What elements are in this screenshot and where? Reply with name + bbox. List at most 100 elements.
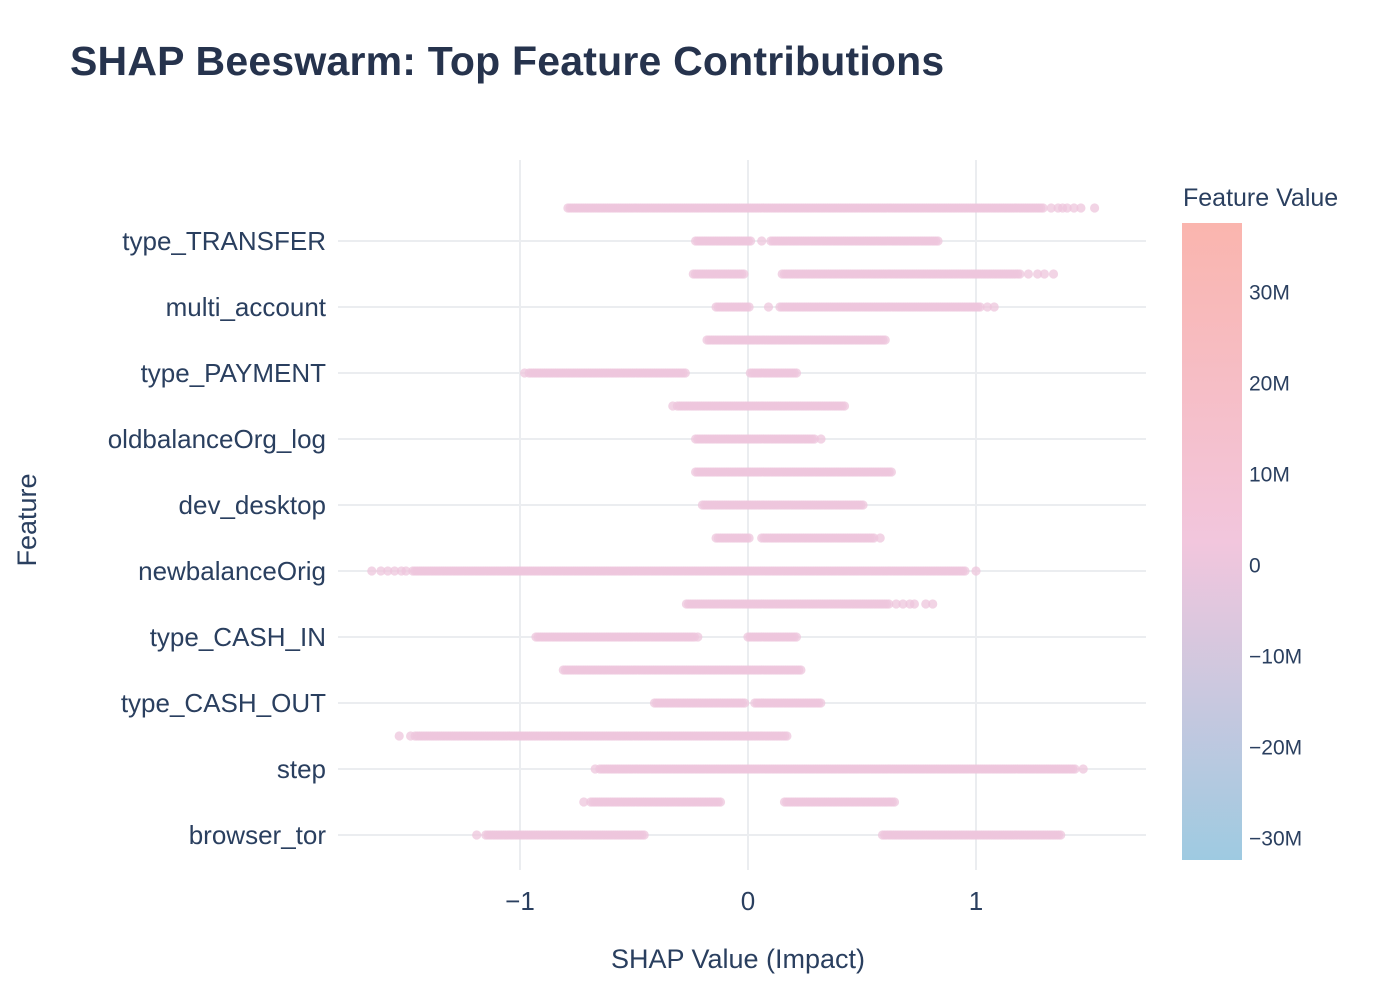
beeswarm-row: [394, 731, 792, 741]
y-tick-label-type_TRANSFER: type_TRANSFER: [122, 226, 326, 256]
shap-point: [796, 665, 806, 675]
y-axis-title: Feature: [12, 473, 42, 566]
shap-point: [777, 269, 787, 279]
shap-point: [982, 302, 993, 312]
shap-point: [1033, 269, 1043, 279]
beeswarm-row: [691, 467, 897, 477]
shap-point: [579, 797, 589, 807]
shap-point: [1090, 203, 1100, 213]
beeswarm-row: [691, 434, 826, 444]
shap-point: [816, 698, 826, 708]
shap-point: [1039, 269, 1049, 279]
shap-point: [869, 533, 879, 543]
shap-point: [763, 302, 774, 312]
shap-point: [668, 401, 678, 411]
shap-point: [989, 302, 999, 312]
shap-point: [1015, 269, 1025, 279]
shap-point: [891, 599, 901, 609]
shap-point: [744, 302, 754, 312]
shap-point: [1069, 203, 1079, 213]
colorbar-gradient: [1182, 223, 1242, 860]
shap-point: [1076, 203, 1086, 213]
colorbar-tick-label: 10M: [1249, 463, 1290, 486]
shap-point: [898, 599, 908, 609]
shap-point: [740, 698, 750, 708]
y-tick-label-dev_desktop: dev_desktop: [179, 490, 326, 520]
y-tick-label-step: step: [277, 754, 326, 784]
shap-point: [394, 731, 404, 741]
shap-point: [858, 500, 868, 510]
shap-point: [1023, 269, 1033, 279]
colorbar-tick-label: −20M: [1249, 736, 1302, 759]
colorbar-tick-label: 0: [1249, 554, 1261, 577]
x-tick-labels: −1 0 1: [505, 886, 983, 916]
shap-point: [680, 368, 690, 378]
beeswarm-row: [563, 203, 1100, 213]
shap-point: [886, 467, 897, 477]
colorbar-tick-label: −30M: [1249, 827, 1302, 850]
beeswarm-row: [472, 830, 1066, 840]
x-tick-label: −1: [505, 886, 535, 916]
shap-point: [880, 335, 890, 345]
beeswarm-row: [590, 764, 1088, 774]
shap-point: [739, 269, 749, 279]
shap-point: [1046, 203, 1056, 213]
beeswarm-row: [711, 302, 999, 312]
shap-point: [1056, 830, 1066, 840]
shap-point: [757, 236, 767, 246]
shap-point: [1038, 203, 1048, 213]
shap-point: [889, 797, 900, 807]
shap-point: [406, 731, 416, 741]
y-tick-label-newbalanceOrig: newbalanceOrig: [138, 556, 326, 586]
beeswarm-row: [668, 401, 850, 411]
y-tick-labels: type_TRANSFER multi_account type_PAYMENTol…: [108, 226, 327, 850]
shap-point: [1070, 764, 1080, 774]
colorbar-title: Feature Value: [1183, 184, 1338, 212]
beeswarm-row: [531, 632, 802, 642]
shap-point: [1078, 764, 1088, 774]
shap-point: [746, 236, 756, 246]
shap-point: [960, 566, 970, 576]
shap-point: [875, 533, 885, 543]
colorbar: Feature Value 30M 20M 10M 0 −10M −20M −30M: [1182, 184, 1338, 860]
shap-point: [367, 566, 377, 576]
beeswarm-row: [691, 236, 943, 246]
shap-point: [971, 566, 981, 576]
y-tick-label-multi_account: multi_account: [166, 292, 327, 322]
shap-point: [809, 434, 820, 444]
shap-point: [839, 401, 850, 411]
colorbar-tick-label: 20M: [1249, 372, 1290, 395]
shap-point: [933, 236, 943, 246]
y-tick-label-type_CASH_OUT: type_CASH_OUT: [121, 688, 326, 718]
x-tick-label: 0: [741, 886, 755, 916]
beeswarm-row: [558, 665, 806, 675]
shap-point: [383, 566, 393, 576]
shap-point: [715, 797, 726, 807]
shap-point: [884, 599, 894, 609]
shap-point: [791, 368, 802, 378]
shap-point: [816, 434, 826, 444]
shap-point: [791, 632, 802, 642]
shap-point: [390, 566, 400, 576]
points-layer: [367, 203, 1100, 840]
shap-point: [520, 368, 530, 378]
y-tick-label-type_CASH_IN: type_CASH_IN: [150, 622, 326, 652]
grid-layer: [338, 160, 1146, 870]
shap-point: [928, 599, 938, 609]
beeswarm-row: [649, 698, 826, 708]
shap-point: [909, 599, 920, 609]
colorbar-tick-label: −10M: [1249, 645, 1302, 668]
beeswarm-row: [688, 269, 1059, 279]
beeswarm-row: [681, 599, 938, 609]
colorbar-tick-label: 30M: [1249, 281, 1290, 304]
shap-point: [376, 566, 386, 576]
beeswarm-row: [711, 533, 885, 543]
shap-point: [639, 830, 649, 840]
beeswarm-row: [367, 566, 981, 576]
beeswarm-row: [579, 797, 900, 807]
y-tick-label-oldbalanceOrg_log: oldbalanceOrg_log: [108, 424, 326, 454]
shap-point: [693, 632, 703, 642]
beeswarm-row: [697, 500, 868, 510]
beeswarm-row: [520, 368, 802, 378]
